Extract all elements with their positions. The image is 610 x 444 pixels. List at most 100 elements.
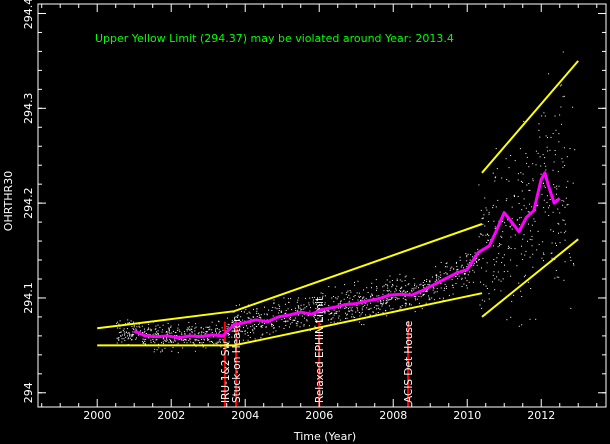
data-point bbox=[440, 287, 442, 289]
data-point bbox=[481, 299, 483, 301]
data-point bbox=[563, 279, 565, 281]
data-point bbox=[444, 283, 446, 285]
data-point bbox=[351, 313, 353, 315]
data-point bbox=[550, 229, 552, 231]
data-point bbox=[404, 276, 406, 278]
data-point bbox=[294, 319, 296, 321]
data-point bbox=[559, 242, 561, 244]
data-point bbox=[181, 334, 183, 336]
data-point bbox=[429, 281, 431, 283]
data-point bbox=[313, 315, 315, 317]
data-point bbox=[174, 340, 176, 342]
data-point bbox=[229, 334, 230, 335]
data-point bbox=[510, 236, 512, 238]
data-point bbox=[501, 177, 503, 179]
data-point bbox=[193, 343, 195, 345]
data-point bbox=[419, 284, 421, 286]
data-point bbox=[203, 328, 204, 330]
data-point bbox=[394, 296, 396, 298]
data-point bbox=[500, 280, 502, 282]
data-point bbox=[527, 281, 529, 283]
data-point bbox=[301, 308, 303, 310]
data-point bbox=[414, 311, 416, 313]
data-point bbox=[136, 326, 138, 328]
data-point bbox=[290, 318, 292, 320]
data-point bbox=[235, 316, 237, 318]
data-point bbox=[166, 337, 167, 339]
data-point bbox=[290, 323, 291, 325]
data-point bbox=[250, 332, 251, 333]
data-point bbox=[336, 311, 338, 313]
data-point bbox=[433, 292, 435, 294]
data-point bbox=[266, 319, 268, 321]
data-point bbox=[283, 318, 285, 319]
data-point bbox=[280, 311, 282, 313]
data-point bbox=[354, 295, 356, 296]
data-point bbox=[345, 293, 347, 295]
data-point bbox=[276, 308, 278, 310]
data-point bbox=[399, 279, 401, 281]
data-point bbox=[452, 284, 454, 286]
data-point bbox=[202, 346, 204, 348]
data-point bbox=[549, 199, 551, 200]
data-point bbox=[542, 182, 544, 184]
data-point bbox=[510, 259, 512, 261]
data-point bbox=[561, 158, 563, 160]
data-point bbox=[125, 336, 127, 338]
data-point bbox=[169, 332, 171, 334]
data-point bbox=[556, 245, 557, 246]
data-point bbox=[178, 329, 180, 331]
data-point bbox=[143, 339, 145, 341]
data-point bbox=[445, 266, 446, 268]
data-point bbox=[456, 261, 457, 263]
data-point bbox=[241, 310, 242, 312]
data-point bbox=[386, 279, 388, 281]
y-tick-label: 294.4 bbox=[22, 0, 35, 29]
data-point bbox=[425, 302, 427, 304]
data-point bbox=[257, 313, 259, 315]
data-point bbox=[345, 314, 347, 316]
data-point bbox=[396, 278, 398, 280]
data-point bbox=[398, 298, 400, 300]
data-point bbox=[352, 310, 354, 312]
data-point bbox=[508, 167, 510, 169]
data-point bbox=[391, 298, 393, 300]
data-point bbox=[546, 146, 548, 148]
data-point bbox=[288, 301, 290, 303]
data-point bbox=[272, 323, 274, 325]
data-point bbox=[168, 330, 170, 331]
data-point bbox=[323, 311, 324, 313]
data-point bbox=[231, 324, 232, 326]
data-point bbox=[420, 283, 422, 285]
data-point bbox=[174, 339, 176, 341]
data-point bbox=[148, 337, 150, 339]
data-point bbox=[228, 341, 230, 343]
data-point bbox=[328, 313, 330, 315]
data-point bbox=[187, 327, 189, 329]
data-point bbox=[188, 321, 190, 323]
data-point bbox=[567, 180, 569, 182]
data-point bbox=[361, 324, 363, 326]
data-point bbox=[263, 313, 265, 315]
data-point bbox=[537, 204, 539, 206]
data-point bbox=[159, 326, 161, 328]
data-point bbox=[335, 311, 337, 313]
data-point bbox=[520, 216, 522, 218]
data-point bbox=[217, 341, 219, 343]
data-point bbox=[466, 254, 468, 256]
data-point bbox=[523, 198, 525, 200]
data-point bbox=[162, 341, 164, 343]
data-point bbox=[162, 343, 164, 345]
data-point bbox=[404, 296, 406, 298]
data-point bbox=[559, 85, 561, 87]
data-point bbox=[405, 305, 407, 307]
data-point bbox=[276, 320, 278, 322]
data-point bbox=[129, 335, 131, 337]
data-point bbox=[466, 287, 468, 289]
data-point bbox=[459, 256, 461, 258]
data-point bbox=[542, 154, 544, 156]
data-point bbox=[510, 275, 512, 277]
data-point bbox=[157, 324, 159, 326]
data-point bbox=[334, 286, 336, 288]
data-point bbox=[132, 334, 134, 336]
